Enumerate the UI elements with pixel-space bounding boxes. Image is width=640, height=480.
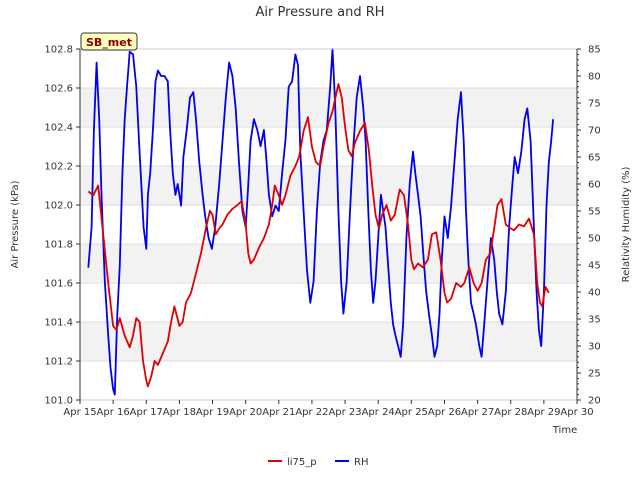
y-tick-label: 102.6 [44,84,73,95]
series-line-li75_p [87,83,550,388]
y-tick-label: 102.8 [44,45,73,56]
x-tick-label: Apr 24 [362,407,395,418]
x-tick-label: Apr 21 [262,407,295,418]
y-tick-label: 101.0 [44,396,73,407]
y2-tick-label: 55 [588,207,601,218]
y2-tick-label: 60 [588,180,601,191]
plot-band [80,283,577,322]
plot-band [80,205,577,244]
station-badge-box [80,32,138,51]
x-tick-label: Apr 20 [229,407,262,418]
x-tick-label: Apr 30 [560,407,593,418]
station-badge-label: SB_met [86,36,132,49]
chart-title: Air Pressure and RH [255,5,384,20]
x-tick-label: Apr 18 [163,407,196,418]
x-tick-label: Apr 23 [328,407,361,418]
y2-tick-label: 30 [588,342,601,353]
y2-tick-label: 40 [588,288,601,299]
x-axis-title: Time [552,425,577,436]
x-tick-label: Apr 28 [494,407,527,418]
legend: li75_p RH [268,457,368,468]
plot-band [80,361,577,400]
legend-label-RH: RH [354,457,368,468]
y2-tick-label: 80 [588,72,601,83]
x-tick-label: Apr 16 [97,407,130,418]
x-tick-label: Apr 27 [461,407,494,418]
y-tick-label: 102.2 [44,162,73,173]
station-badge: SB_met [80,32,138,51]
y2-tick-label: 35 [588,315,601,326]
y-tick-label: 102.4 [44,123,73,134]
y2-axis-title: Relativity Humidity (%) [621,167,632,283]
x-tick-label: Apr 15 [63,407,96,418]
y2-tick-label: 65 [588,153,601,164]
x-tick-label: Apr 26 [428,407,461,418]
y2-tick-label: 25 [588,369,601,380]
y2-tick-label: 70 [588,126,601,137]
y-tick-label: 101.8 [44,240,73,251]
y2-tick-label: 20 [588,396,601,407]
y-tick-label: 102.0 [44,201,73,212]
plot-band [80,49,577,88]
plot-band [80,322,577,361]
x-axis: Apr 15 Apr 16 Apr 17 Apr 18 Apr 19 Apr 20 Apr … [63,400,594,418]
plot-band [80,166,577,205]
y-axis-left: 101.0 101.2 101.4 101.6 101.8 102.0 102.2 102.4… [44,45,81,407]
plot-band [80,244,577,283]
y-tick-label: 101.2 [44,357,73,368]
y2-tick-label: 50 [588,234,601,245]
x-tick-label: Apr 17 [130,407,163,418]
y2-tick-label: 75 [588,99,601,110]
x-tick-label: Apr 25 [395,407,428,418]
y-axis-title: Air Pressure (kPa) [10,180,21,268]
x-tick-label: Apr 22 [295,407,328,418]
y-tick-label: 101.4 [44,318,73,329]
legend-label-li75_p: li75_p [287,457,317,468]
y2-tick-label: 45 [588,261,601,272]
plot-band [80,127,577,166]
x-tick-label: Apr 19 [196,407,229,418]
series-layer [87,48,554,396]
x-tick-label: Apr 29 [527,407,560,418]
y2-tick-label: 85 [588,45,601,56]
y-tick-label: 101.6 [44,279,73,290]
y-axis-right: 20 25 30 35 40 45 50 55 60 65 70 75 80 85 [576,45,601,407]
